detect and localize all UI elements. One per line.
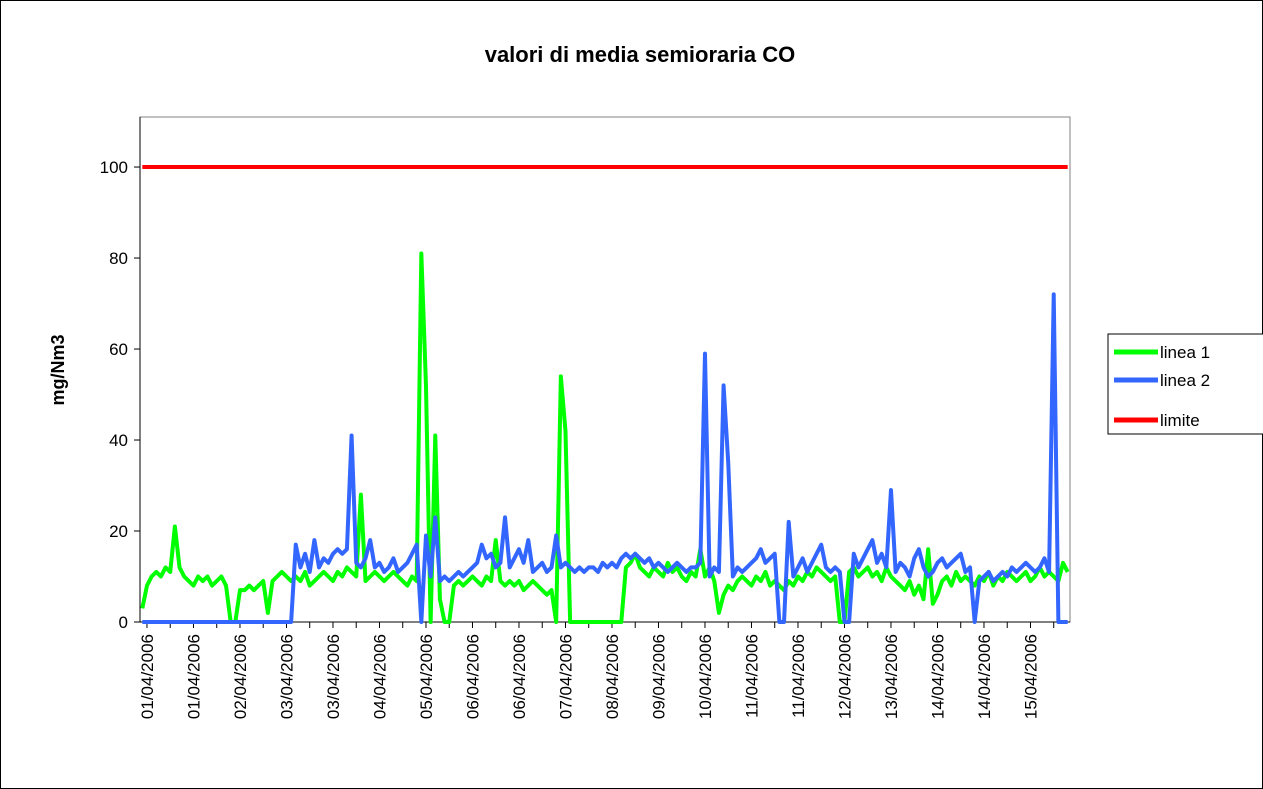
x-tick-label: 13/04/2006 — [882, 634, 901, 719]
x-tick-label: 06/04/2006 — [510, 634, 529, 719]
legend-label: limite — [1160, 411, 1200, 430]
x-tick-label: 03/04/2006 — [277, 634, 296, 719]
x-tick-label: 01/04/2006 — [138, 634, 157, 719]
x-tick-label: 04/04/2006 — [370, 634, 389, 719]
x-tick-label: 02/04/2006 — [231, 634, 250, 719]
series-line — [140, 251, 1070, 624]
series-line — [142, 292, 1068, 624]
x-tick-label: 12/04/2006 — [835, 634, 854, 719]
y-tick-label: 80 — [109, 249, 128, 268]
y-tick-label: 40 — [109, 431, 128, 450]
x-tick-label: 10/04/2006 — [696, 634, 715, 719]
x-tick-label: 01/04/2006 — [184, 634, 203, 719]
x-tick-label: 15/04/2006 — [1021, 634, 1040, 719]
x-tick-label: 11/04/2006 — [789, 634, 808, 718]
y-axis-label: mg/Nm3 — [48, 334, 68, 405]
x-tick-label: 11/04/2006 — [742, 634, 761, 718]
x-tick-label: 03/04/2006 — [324, 634, 343, 719]
y-tick-label: 20 — [109, 522, 128, 541]
x-tick-label: 06/04/2006 — [463, 634, 482, 719]
chart-title: valori di media semioraria CO — [485, 42, 796, 67]
legend-label: linea 1 — [1160, 343, 1210, 362]
x-tick-label: 07/04/2006 — [556, 634, 575, 719]
x-tick-label: 05/04/2006 — [417, 634, 436, 719]
legend-label: linea 2 — [1160, 371, 1210, 390]
y-tick-label: 0 — [119, 613, 128, 632]
y-tick-label: 60 — [109, 340, 128, 359]
x-tick-label: 08/04/2006 — [603, 634, 622, 719]
y-tick-label: 100 — [100, 158, 128, 177]
x-tick-label: 14/04/2006 — [975, 634, 994, 719]
plot-area — [139, 116, 1071, 623]
x-tick-label: 14/04/2006 — [928, 634, 947, 719]
x-tick-label: 09/04/2006 — [649, 634, 668, 719]
